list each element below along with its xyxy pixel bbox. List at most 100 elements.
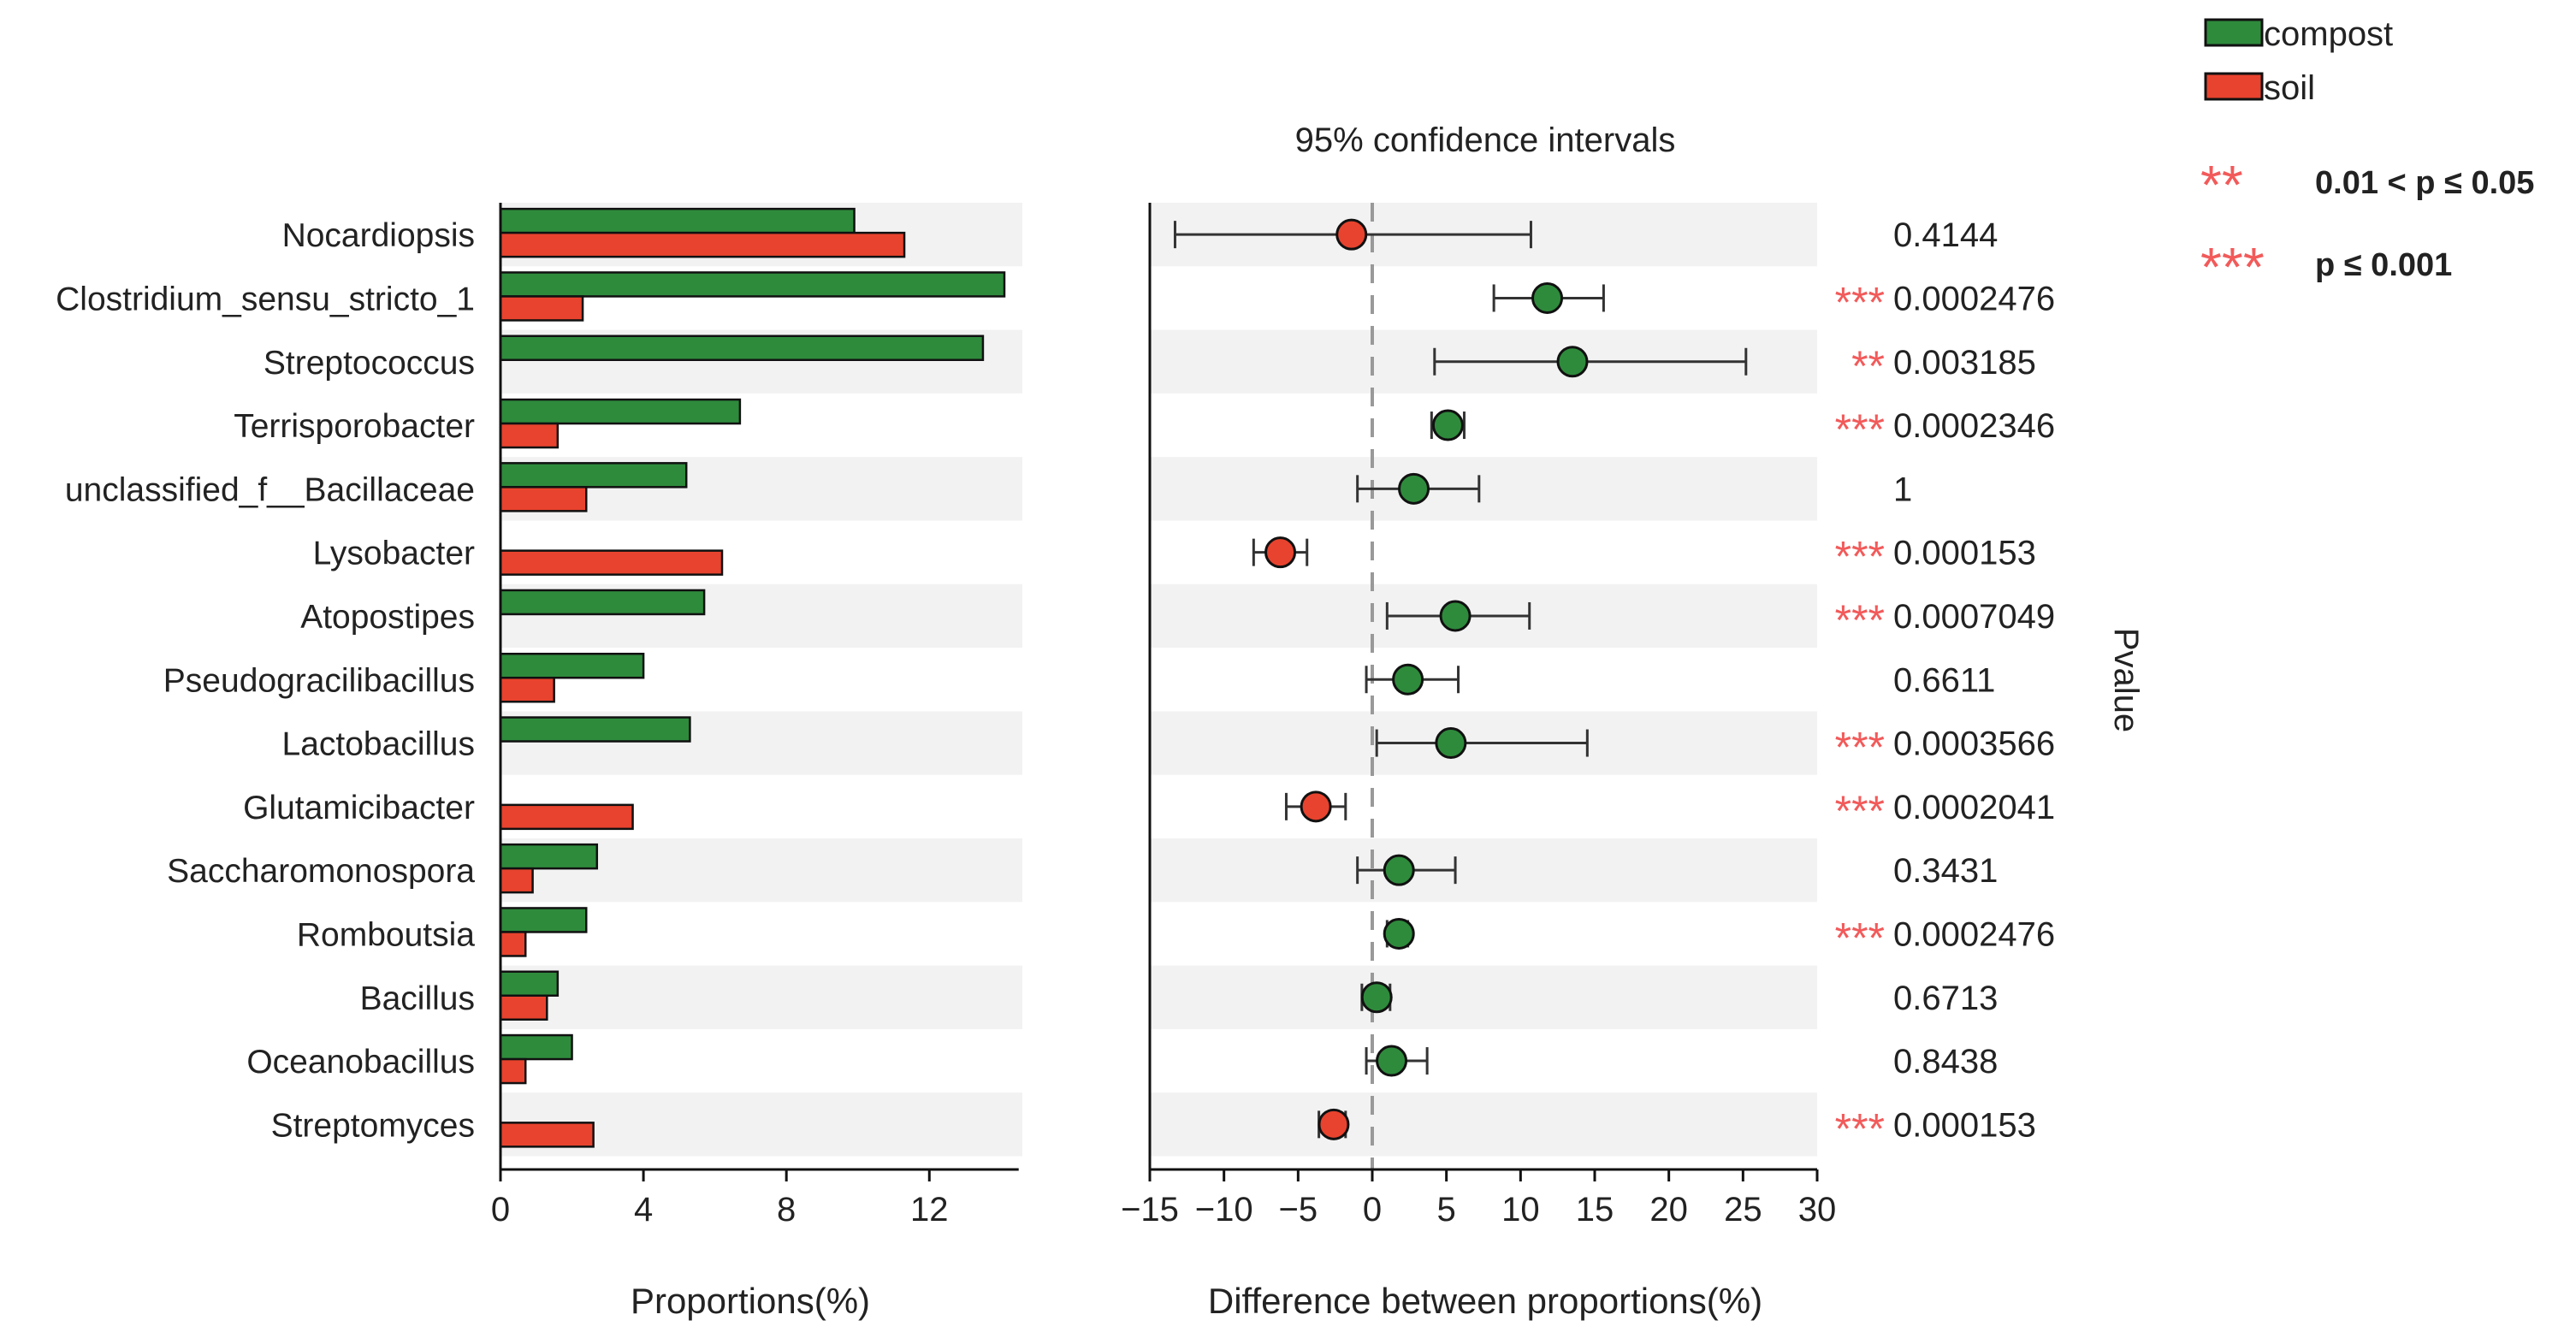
ci-clostridium-sensu-stricto-1 — [1492, 281, 1605, 314]
bar-soil-unclassified-f-bacillaceae — [499, 486, 588, 512]
bar-compost-oceanobacillus — [499, 1033, 573, 1061]
pvalue-streptococcus: 0.003185 — [1893, 344, 2036, 382]
category-label-atopostipes: Atopostipes — [300, 599, 475, 636]
bar-compost-saccharomonospora — [499, 843, 599, 870]
bar-compost-atopostipes — [499, 589, 706, 616]
ci-point — [1392, 663, 1424, 696]
pvalue-oceanobacillus: 0.8438 — [1893, 1043, 1998, 1081]
bar-soil-bacillus — [499, 994, 548, 1021]
legend: compost soil ** 0.01 < p ≤ 0.05 *** p ≤ … — [2200, 15, 2534, 298]
bar-soil-nocardiopsis — [499, 231, 906, 258]
proportions-tick-label-0: 0 — [491, 1191, 510, 1229]
bar-compost-lactobacillus — [499, 716, 691, 743]
ci-tick-label-8: 25 — [1724, 1191, 1762, 1229]
legend-swatch-soil — [2204, 72, 2264, 101]
category-label-lactobacillus: Lactobacillus — [282, 726, 475, 763]
category-label-bacillus: Bacillus — [360, 980, 475, 1017]
ci-terrisporobacter — [1430, 409, 1466, 441]
pvalue-bacillus: 0.6713 — [1893, 980, 1998, 1017]
significance-stars-terrisporobacter: *** — [1835, 406, 1885, 453]
significance-stars-romboutsia: *** — [1835, 914, 1885, 962]
pvalue-glutamicibacter: 0.0002041 — [1893, 789, 2055, 826]
bar-soil-oceanobacillus — [499, 1057, 527, 1085]
pvalue-lysobacter: 0.000153 — [1893, 535, 2036, 572]
bar-soil-pseudogracilibacillus — [499, 677, 555, 703]
legend-label-soil: soil — [2264, 69, 2315, 107]
ci-lysobacter — [1252, 536, 1309, 569]
ci-point — [1300, 790, 1332, 823]
category-label-pseudogracilibacillus: Pseudogracilibacillus — [163, 662, 475, 699]
bar-compost-pseudogracilibacillus — [499, 653, 645, 679]
bar-soil-terrisporobacter — [499, 422, 560, 449]
ci-point — [1264, 536, 1297, 569]
bar-compost-nocardiopsis — [499, 207, 856, 234]
bar-soil-saccharomonospora — [499, 867, 534, 894]
pvalue-column: 0.4144*** 0.0002476** 0.003185*** 0.0002346… — [1835, 216, 2055, 1152]
pvalue-romboutsia: 0.0002476 — [1893, 915, 2055, 953]
category-label-terrisporobacter: Terrisporobacter — [234, 408, 475, 445]
bar-compost-terrisporobacter — [499, 398, 742, 425]
ci-atopostipes — [1385, 600, 1531, 632]
ci-point — [1318, 1108, 1350, 1140]
ci-saccharomonospora — [1356, 854, 1457, 886]
ci-tick-label-1: −10 — [1195, 1191, 1253, 1229]
category-labels: Nocardiopsis Clostridium_sensu_stricto_1 S… — [56, 217, 475, 1144]
ci-tick-label-5: 10 — [1501, 1191, 1540, 1229]
legend-swatch-compost — [2204, 18, 2264, 47]
ci-point — [1439, 600, 1472, 632]
significance-stars-atopostipes: *** — [1835, 596, 1885, 644]
proportions-xlabel: Proportions(%) — [631, 1281, 870, 1321]
ci-romboutsia — [1383, 917, 1415, 950]
row-stripe-right — [1150, 838, 1817, 903]
pvalue-clostridium-sensu-stricto-1: 0.0002476 — [1893, 280, 2055, 317]
category-label-oceanobacillus: Oceanobacillus — [246, 1044, 475, 1081]
significance-stars-streptomyces: *** — [1835, 1104, 1885, 1152]
significance-stars-clostridium-sensu-stricto-1: *** — [1835, 278, 1885, 326]
proportions-tick-label-4: 4 — [634, 1191, 653, 1229]
ci-tick-label-7: 20 — [1649, 1191, 1688, 1229]
category-label-romboutsia: Romboutsia — [297, 916, 475, 953]
bar-compost-clostridium-sensu-stricto-1 — [499, 271, 1006, 298]
category-label-glutamicibacter: Glutamicibacter — [243, 790, 475, 826]
pvalue-saccharomonospora: 0.3431 — [1893, 852, 1998, 890]
pvalue-atopostipes: 0.0007049 — [1893, 598, 2055, 636]
ci-oceanobacillus — [1365, 1045, 1429, 1077]
bar-compost-romboutsia — [499, 907, 588, 933]
significance-stars-lysobacter: *** — [1835, 533, 1885, 581]
category-label-clostridium-sensu-stricto-1: Clostridium_sensu_stricto_1 — [56, 281, 475, 317]
confidence-interval-panel: −15 −10 −5 0 5 10 15 20 25 30 — [1121, 203, 1836, 1229]
bar-compost-unclassified-f-bacillaceae — [499, 462, 688, 488]
pvalue-streptomyces: 0.000153 — [1893, 1106, 2036, 1144]
proportions-panel: 0 4 8 12 — [491, 203, 1019, 1229]
significance-stars-streptococcus: ** — [1851, 342, 1885, 390]
difference-xlabel: Difference between proportions(%) — [1208, 1281, 1762, 1321]
row-stripe-right — [1150, 1092, 1817, 1157]
ci-tick-label-0: −15 — [1121, 1191, 1179, 1229]
ci-streptomyces — [1318, 1108, 1350, 1140]
ci-tick-label-9: 30 — [1798, 1191, 1837, 1229]
ci-point — [1531, 281, 1564, 314]
proportions-tick-label-8: 8 — [777, 1191, 796, 1229]
ci-title: 95% confidence intervals — [1295, 121, 1676, 159]
ci-unclassified-f-bacillaceae — [1356, 472, 1481, 505]
pvalue-lactobacillus: 0.0003566 — [1893, 725, 2055, 763]
ci-point — [1398, 472, 1430, 505]
bar-soil-streptomyces — [499, 1122, 595, 1148]
ci-bacillus — [1360, 981, 1393, 1014]
row-stripe-right — [1150, 457, 1817, 521]
category-label-streptomyces: Streptomyces — [271, 1107, 475, 1144]
ci-point — [1383, 854, 1415, 886]
bar-soil-glutamicibacter — [499, 803, 634, 831]
bar-compost-streptococcus — [499, 335, 985, 361]
ci-lactobacillus — [1375, 727, 1589, 760]
legend-stars-double: ** — [2200, 154, 2243, 216]
ci-tick-label-2: −5 — [1279, 1191, 1318, 1229]
row-stripe-left — [500, 965, 1022, 1029]
bar-soil-lysobacter — [499, 549, 724, 576]
category-label-saccharomonospora: Saccharomonospora — [167, 853, 475, 890]
significance-stars-glutamicibacter: *** — [1835, 787, 1885, 835]
bar-soil-clostridium-sensu-stricto-1 — [499, 295, 584, 322]
legend-label-double: 0.01 < p ≤ 0.05 — [2315, 165, 2534, 201]
row-stripe-right — [1150, 965, 1817, 1029]
bar-soil-romboutsia — [499, 931, 527, 957]
